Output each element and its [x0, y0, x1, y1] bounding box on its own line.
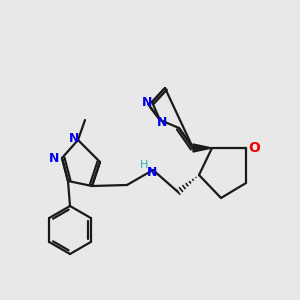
Text: N: N [147, 166, 157, 178]
Text: N: N [69, 131, 79, 145]
Text: N: N [49, 152, 59, 164]
Text: N: N [142, 95, 152, 109]
Polygon shape [193, 144, 212, 152]
Text: O: O [248, 141, 260, 155]
Text: H: H [140, 160, 148, 170]
Text: N: N [157, 116, 167, 130]
